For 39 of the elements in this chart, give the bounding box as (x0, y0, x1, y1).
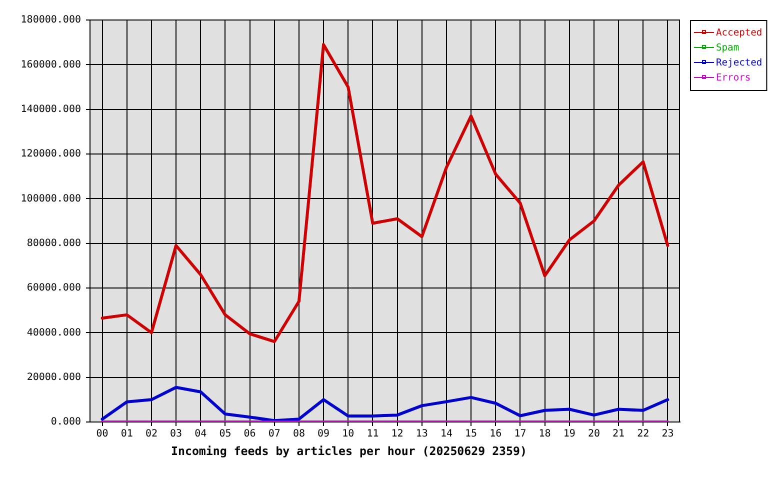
y-tick-label: 140000.000 (20, 104, 81, 115)
legend-label: Spam (716, 42, 740, 54)
x-tick-label: 15 (465, 428, 478, 440)
x-tick-label: 02 (145, 428, 158, 440)
x-tick-label: 21 (612, 428, 625, 440)
y-tick-label: 160000.000 (20, 59, 81, 70)
x-tick-label: 08 (292, 428, 305, 440)
legend-label: Rejected (716, 58, 762, 68)
y-tick-label: 20000.000 (26, 372, 81, 383)
legend-label: Errors (716, 72, 751, 84)
x-tick-label: 14 (440, 428, 452, 440)
x-tick-label: 07 (268, 428, 280, 440)
x-tick-label: 19 (563, 428, 576, 440)
y-tick-label: 120000.000 (20, 148, 81, 160)
x-tick-label: 17 (514, 428, 526, 440)
x-tick-label: 01 (120, 428, 133, 440)
y-tick-label: 0.000 (50, 416, 81, 428)
x-tick-label: 00 (96, 428, 108, 440)
x-tick-label: 12 (391, 428, 404, 440)
y-tick-label: 100000.000 (20, 193, 81, 204)
x-tick-label: 06 (244, 428, 256, 440)
x-tick-label: 04 (194, 428, 207, 440)
x-tick-label: 13 (416, 428, 428, 440)
x-tick-label: 09 (318, 428, 330, 440)
x-tick-label: 10 (342, 428, 354, 440)
x-tick-label: 05 (219, 428, 232, 440)
x-tick-label: 22 (637, 428, 650, 440)
y-tick-label: 40000.000 (26, 327, 81, 338)
x-tick-label: 03 (170, 428, 182, 440)
x-axis-title: Incoming feeds by articles per hour (20250629 2359) (171, 444, 527, 458)
x-tick-label: 23 (662, 428, 674, 440)
legend-label: Accepted (716, 28, 762, 38)
x-tick-label: 16 (490, 428, 502, 440)
y-tick-label: 60000.000 (26, 282, 81, 294)
y-tick-label: 80000.000 (26, 238, 81, 249)
x-tick-label: 18 (538, 428, 551, 440)
x-tick-label: 20 (588, 428, 600, 440)
x-tick-label: 11 (366, 428, 379, 440)
y-tick-label: 180000.000 (20, 14, 81, 26)
